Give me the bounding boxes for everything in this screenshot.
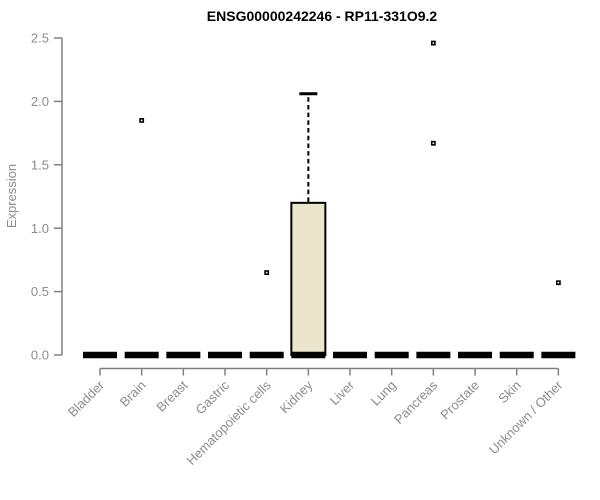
boxplot-prostate: [458, 351, 493, 359]
x-tick-label: Unknown / Other: [486, 377, 566, 457]
median-line: [83, 351, 117, 359]
boxplot-brain: [124, 118, 159, 359]
y-axis-label: Expression: [4, 164, 19, 228]
outlier-point-center: [265, 271, 268, 274]
outlier-point-center: [432, 42, 435, 44]
y-tick-label: 0.5: [31, 284, 49, 299]
x-tick-label: Gastric: [192, 377, 232, 417]
median-line: [166, 351, 201, 359]
outlier-point-center: [557, 281, 560, 284]
y-tick-label: 1.5: [31, 157, 49, 172]
boxplot-liver: [333, 351, 368, 359]
x-tick-label: Breast: [153, 377, 190, 414]
median-line: [416, 351, 451, 359]
outlier-point-center: [432, 142, 435, 145]
x-tick-label: Brain: [117, 378, 149, 410]
median-line: [208, 351, 243, 359]
median-line: [374, 351, 409, 359]
boxplot-breast: [166, 351, 201, 359]
boxplot-unknown-other: [541, 280, 576, 359]
boxplot-gastric: [208, 351, 243, 359]
chart-title: ENSG00000242246 - RP11-331O9.2: [207, 8, 438, 24]
boxplot-skin: [499, 351, 534, 359]
boxplot-bladder: [83, 351, 117, 359]
x-tick-label: Liver: [327, 377, 358, 408]
y-tick-label: 2.5: [31, 31, 49, 46]
x-tick-label: Bladder: [65, 377, 108, 420]
x-tick-label: Skin: [495, 378, 523, 406]
median-line: [333, 351, 368, 359]
median-line: [124, 351, 159, 359]
x-tick-label: Pancreas: [391, 377, 441, 427]
boxplot-hematopoietic-cells: [249, 270, 284, 359]
median-line: [458, 351, 493, 359]
boxplot-pancreas: [416, 40, 451, 359]
box-body: [290, 201, 327, 356]
median-line: [499, 351, 534, 359]
boxplot-lung: [374, 351, 409, 359]
x-tick-label: Lung: [368, 378, 399, 409]
y-tick-label: 1.0: [31, 221, 49, 236]
x-tick-label: Prostate: [437, 378, 482, 423]
y-tick-label: 0.0: [31, 348, 49, 363]
median-line: [291, 351, 326, 359]
median-line: [249, 351, 284, 359]
x-tick-label: Kidney: [277, 377, 316, 416]
boxplot-kidney: [290, 92, 327, 359]
outlier-point-center: [140, 119, 143, 122]
boxplot-series: [83, 40, 576, 359]
y-tick-label: 2.0: [31, 94, 49, 109]
median-line: [541, 351, 576, 359]
